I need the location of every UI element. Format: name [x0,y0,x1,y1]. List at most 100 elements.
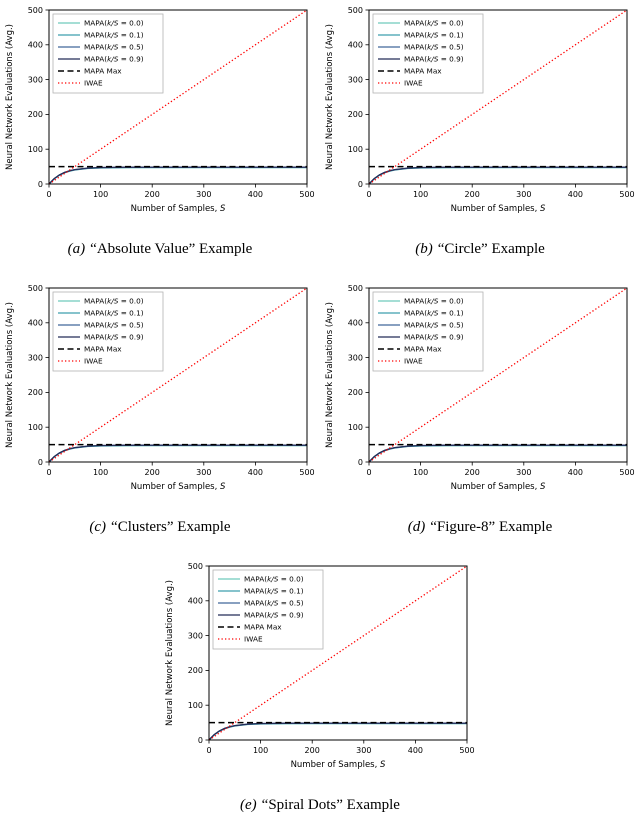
svg-text:100: 100 [413,190,428,199]
svg-text:MAPA(k/S = 0.5): MAPA(k/S = 0.5) [244,599,304,608]
svg-text:300: 300 [356,746,371,755]
svg-text:100: 100 [28,423,43,432]
svg-text:200: 200 [188,666,203,675]
caption-text: “Spiral Dots” Example [261,797,400,813]
svg-text:400: 400 [248,190,263,199]
svg-text:200: 200 [348,110,363,119]
svg-text:MAPA(k/S = 0.9): MAPA(k/S = 0.9) [404,333,464,342]
svg-text:MAPA Max: MAPA Max [84,345,122,354]
caption-label: (b) [415,241,433,257]
svg-text:IWAE: IWAE [404,357,423,366]
svg-text:300: 300 [196,190,211,199]
svg-text:200: 200 [145,190,160,199]
svg-text:300: 300 [516,468,531,477]
svg-text:MAPA(k/S = 0.1): MAPA(k/S = 0.1) [404,309,464,318]
svg-text:200: 200 [465,190,480,199]
svg-text:MAPA(k/S = 0.5): MAPA(k/S = 0.5) [84,43,144,52]
caption-label: (e) [240,797,257,813]
svg-text:Neural Network Evaluations (Av: Neural Network Evaluations (Avg.) [325,24,335,170]
svg-text:500: 500 [299,190,314,199]
svg-text:MAPA(k/S = 0.9): MAPA(k/S = 0.9) [84,55,144,64]
svg-text:MAPA(k/S = 0.9): MAPA(k/S = 0.9) [244,611,304,620]
panel-row-1: 0 100 200 300 400 500 0 100 200 300 400 500 Number o… [0,2,640,258]
svg-text:Neural Network Evaluations (Av: Neural Network Evaluations (Avg.) [5,302,15,448]
svg-text:0: 0 [358,458,363,467]
svg-text:Neural Network Evaluations (Av: Neural Network Evaluations (Avg.) [165,580,175,726]
svg-text:100: 100 [93,190,108,199]
svg-text:MAPA(k/S = 0.1): MAPA(k/S = 0.1) [84,31,144,40]
svg-text:Number of Samples, S: Number of Samples, S [131,482,226,492]
caption-text: “Circle” Example [437,241,545,257]
svg-text:400: 400 [188,597,203,606]
svg-text:0: 0 [38,458,43,467]
svg-text:500: 500 [348,284,363,293]
svg-text:0: 0 [358,180,363,189]
panel-c: 0 100 200 300 400 500 0 100 200 300 400 500 Number o… [1,280,319,536]
svg-text:300: 300 [348,75,363,84]
svg-text:MAPA(k/S = 0.5): MAPA(k/S = 0.5) [84,321,144,330]
svg-text:200: 200 [348,388,363,397]
svg-text:MAPA(k/S = 0.1): MAPA(k/S = 0.1) [404,31,464,40]
svg-text:100: 100 [413,468,428,477]
caption-label: (a) [67,241,86,257]
panel-e: 0 100 200 300 400 500 0 100 200 300 400 500 Number o… [161,558,479,814]
svg-text:Number of Samples, S: Number of Samples, S [451,204,546,214]
svg-text:200: 200 [145,468,160,477]
svg-text:100: 100 [93,468,108,477]
svg-text:500: 500 [348,6,363,15]
svg-text:300: 300 [196,468,211,477]
svg-text:MAPA(k/S = 0.0): MAPA(k/S = 0.0) [84,19,144,28]
svg-text:100: 100 [348,145,363,154]
svg-text:300: 300 [28,353,43,362]
svg-text:MAPA(k/S = 0.0): MAPA(k/S = 0.0) [404,19,464,28]
panel-caption-e: (e) “Spiral Dots” Example [240,797,400,814]
panel-caption-b: (b) “Circle” Example [415,241,545,258]
svg-text:MAPA(k/S = 0.0): MAPA(k/S = 0.0) [84,297,144,306]
caption-text: “Clusters” Example [111,519,231,535]
line-chart-c: 0 100 200 300 400 500 0 100 200 300 400 500 Number o… [5,284,315,492]
svg-text:200: 200 [28,110,43,119]
svg-text:MAPA Max: MAPA Max [404,345,442,354]
svg-text:200: 200 [465,468,480,477]
svg-text:MAPA(k/S = 0.0): MAPA(k/S = 0.0) [404,297,464,306]
svg-text:0: 0 [366,468,371,477]
svg-text:300: 300 [516,190,531,199]
panel-b: 0 100 200 300 400 500 0 100 200 300 400 500 Number o… [321,2,639,258]
line-chart-a: 0 100 200 300 400 500 0 100 200 300 400 500 Number o… [5,6,315,214]
svg-text:500: 500 [28,6,43,15]
panel-a: 0 100 200 300 400 500 0 100 200 300 400 500 Number o… [1,2,319,258]
svg-text:0: 0 [366,190,371,199]
svg-text:300: 300 [348,353,363,362]
caption-text: “Figure-8” Example [430,519,553,535]
svg-text:MAPA Max: MAPA Max [244,623,282,632]
svg-text:MAPA(k/S = 0.5): MAPA(k/S = 0.5) [404,321,464,330]
panel-caption-d: (d) “Figure-8” Example [408,519,553,536]
caption-text: “Absolute Value” Example [90,241,253,257]
svg-text:MAPA Max: MAPA Max [84,67,122,76]
svg-text:0: 0 [38,180,43,189]
svg-text:MAPA(k/S = 0.9): MAPA(k/S = 0.9) [404,55,464,64]
svg-text:500: 500 [28,284,43,293]
svg-text:100: 100 [28,145,43,154]
svg-text:500: 500 [459,746,474,755]
svg-text:100: 100 [253,746,268,755]
svg-text:400: 400 [348,41,363,50]
svg-text:0: 0 [206,746,211,755]
svg-text:IWAE: IWAE [404,79,423,88]
line-chart-b: 0 100 200 300 400 500 0 100 200 300 400 500 Number o… [325,6,635,214]
svg-text:300: 300 [188,631,203,640]
figure: 0 100 200 300 400 500 0 100 200 300 400 500 Number o… [0,2,640,814]
svg-text:400: 400 [408,746,423,755]
caption-label: (d) [407,519,426,535]
svg-text:100: 100 [348,423,363,432]
line-chart-e: 0 100 200 300 400 500 0 100 200 300 400 500 Number o… [165,562,475,770]
svg-text:400: 400 [28,41,43,50]
svg-text:500: 500 [188,562,203,571]
svg-text:MAPA(k/S = 0.0): MAPA(k/S = 0.0) [244,575,304,584]
svg-text:400: 400 [568,468,583,477]
svg-text:400: 400 [568,190,583,199]
svg-text:IWAE: IWAE [84,357,103,366]
svg-text:100: 100 [188,701,203,710]
svg-text:MAPA(k/S = 0.9): MAPA(k/S = 0.9) [84,333,144,342]
caption-label: (c) [89,519,107,535]
